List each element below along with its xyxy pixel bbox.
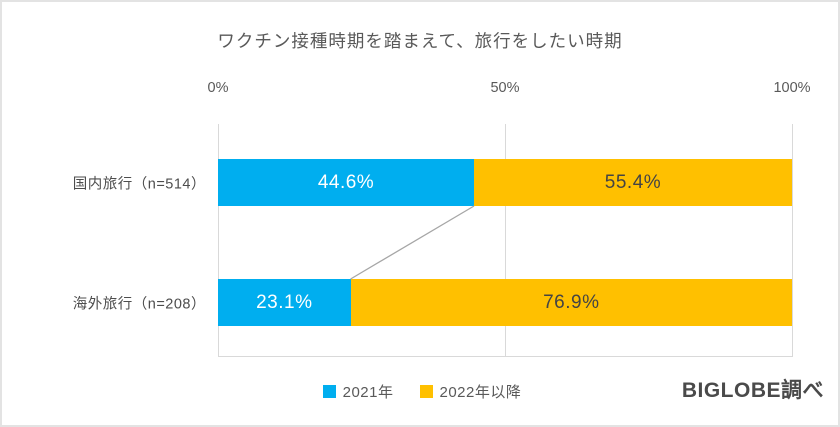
gridline (791, 124, 793, 357)
x-axis-tick-label: 100% (773, 80, 811, 96)
legend-swatch-icon (322, 384, 336, 398)
data-label: 23.1% (256, 291, 313, 313)
legend-swatch-icon (419, 384, 433, 398)
plot-area: 44.6% 55.4% 23.1% 76.9% (217, 124, 793, 357)
x-axis-tick-row: 0% 50% 100% (208, 80, 811, 100)
x-axis-line (218, 356, 792, 357)
legend-item-2021年: 2021年 (322, 381, 394, 402)
x-axis-tick-label: 0% (207, 80, 229, 96)
legend: 2021年 2022年以降 (2, 380, 838, 402)
source-credit: BIGLOBE調べ (681, 379, 824, 402)
gridline (504, 124, 506, 357)
category-label: 国内旅行（n=514） (72, 176, 206, 192)
bar-segment-2022年以降: 76.9% (350, 279, 792, 326)
x-axis-tick-label: 50% (490, 80, 520, 96)
legend-label: 2021年 (342, 383, 394, 401)
data-label: 76.9% (543, 291, 600, 313)
bar-row: 23.1% 76.9% (218, 279, 792, 326)
category-label: 海外旅行（n=208） (72, 296, 206, 312)
gridline (217, 124, 219, 357)
data-label: 55.4% (604, 171, 662, 193)
series-connector-line (350, 205, 475, 280)
bar-row: 44.6% 55.4% (218, 159, 792, 206)
data-label: 44.6% (317, 171, 375, 193)
bar-segment-2021年: 44.6% (218, 159, 474, 206)
legend-item-2022年以降: 2022年以降 (419, 381, 522, 402)
bar-segment-2021年: 23.1% (218, 279, 351, 326)
chart-title: ワクチン接種時期を踏まえて、旅行をしたい時期 (217, 31, 623, 51)
bar-segment-2022年以降: 55.4% (474, 159, 792, 206)
legend-label: 2022年以降 (439, 383, 522, 401)
